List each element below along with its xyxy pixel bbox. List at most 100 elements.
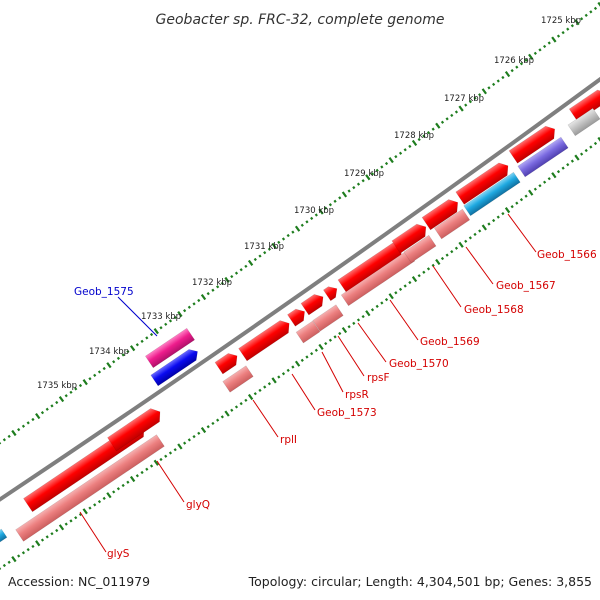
minor-tick xyxy=(216,418,220,422)
minor-tick xyxy=(121,483,125,488)
minor-tick xyxy=(338,196,342,200)
minor-tick xyxy=(510,68,514,73)
gene-label-rpli[interactable]: rplI xyxy=(280,434,297,446)
gene-geob-1567-pink-arrow[interactable] xyxy=(433,208,471,240)
gene-label-geob-1575[interactable]: Geob_1575 xyxy=(74,286,134,298)
minor-tick xyxy=(26,421,30,425)
minor-tick xyxy=(50,532,54,536)
minor-tick xyxy=(431,127,435,131)
gene-rpsf-arrow[interactable] xyxy=(300,291,327,316)
minor-tick xyxy=(64,522,68,526)
gene-label-geob-1568[interactable]: Geob_1568 xyxy=(464,304,524,316)
gene-label-geob-1570[interactable]: Geob_1570 xyxy=(389,358,449,370)
gene-label-rpsr[interactable]: rpsR xyxy=(345,389,369,401)
minor-tick xyxy=(206,292,210,296)
gene-glys-pink-arrow[interactable] xyxy=(15,434,165,542)
minor-tick xyxy=(88,506,92,510)
minor-tick xyxy=(426,130,431,135)
gene-geob-1566-arrow[interactable] xyxy=(455,160,512,205)
gene-rpli-pink-arrow[interactable] xyxy=(222,365,254,393)
minor-tick xyxy=(384,161,389,166)
gene-cyan-arrow[interactable] xyxy=(463,171,521,217)
minor-tick xyxy=(580,17,584,21)
minor-tick xyxy=(45,407,49,411)
gene-geob-1573-pink-arrow[interactable] xyxy=(295,320,321,344)
minor-tick xyxy=(78,383,83,388)
minor-tick xyxy=(116,356,121,360)
minor-tick xyxy=(347,325,351,329)
minor-tick xyxy=(543,180,547,184)
minor-tick xyxy=(310,216,314,221)
gene-label-geob-1569[interactable]: Geob_1569 xyxy=(420,336,480,348)
gene-purple-arrow[interactable] xyxy=(517,136,569,178)
minor-tick xyxy=(524,194,528,198)
minor-tick xyxy=(173,448,177,452)
gene-cyan-edge-arrow[interactable] xyxy=(0,528,8,544)
gene-label-geob-1573[interactable]: Geob_1573 xyxy=(317,407,377,419)
gene-rpsr-arrow[interactable] xyxy=(287,306,308,327)
gene-red-edge-arrow[interactable] xyxy=(508,123,559,164)
minor-tick xyxy=(74,516,78,520)
major-tick xyxy=(58,524,65,531)
minor-tick xyxy=(281,237,286,241)
gene-label-glys[interactable]: glyS xyxy=(107,548,130,560)
major-tick xyxy=(129,345,136,352)
gene-rpsf-pink-arrow[interactable] xyxy=(312,304,344,332)
gene-grey-arrow[interactable] xyxy=(567,107,600,137)
minor-tick xyxy=(211,288,215,292)
minor-tick xyxy=(324,206,328,210)
minor-tick xyxy=(473,96,477,100)
minor-tick xyxy=(533,51,537,55)
major-tick xyxy=(458,105,464,112)
gene-label-glyq[interactable]: glyQ xyxy=(186,499,210,511)
gene-geob-1568-pink-arrow[interactable] xyxy=(403,234,437,264)
gene-label-geob-1567[interactable]: Geob_1567 xyxy=(496,280,556,292)
gene-geob-1569-pink-arrow[interactable] xyxy=(340,249,416,307)
minor-tick xyxy=(78,512,83,517)
minor-tick xyxy=(450,113,454,118)
major-tick xyxy=(106,362,112,369)
leader-line xyxy=(291,373,316,411)
minor-tick xyxy=(7,434,11,439)
minor-tick xyxy=(501,75,505,80)
minor-tick xyxy=(361,179,365,183)
minor-tick xyxy=(183,309,187,313)
minor-tick xyxy=(206,425,210,429)
major-tick xyxy=(388,293,394,300)
minor-tick xyxy=(244,264,248,268)
genome-summary-text: Topology: circular; Length: 4,304,501 bp… xyxy=(248,574,592,589)
gene-rpli-arrow[interactable] xyxy=(214,350,241,375)
minor-tick xyxy=(88,377,92,381)
minor-tick xyxy=(93,503,97,507)
minor-tick xyxy=(159,457,163,462)
major-tick xyxy=(153,328,159,335)
major-tick xyxy=(365,174,371,181)
minor-tick xyxy=(244,398,248,402)
minor-tick xyxy=(31,417,35,422)
major-tick xyxy=(11,556,17,563)
minor-tick xyxy=(197,431,201,435)
minor-tick xyxy=(314,213,318,217)
gene-red-edge2-arrow[interactable] xyxy=(568,87,600,122)
gene-glyq-arrow[interactable] xyxy=(107,405,164,452)
gene-label-rpsf[interactable]: rpsF xyxy=(367,372,390,384)
gene-geob-1568-arrow[interactable] xyxy=(391,221,430,254)
minor-tick xyxy=(492,218,496,223)
major-tick xyxy=(551,36,557,43)
minor-tick xyxy=(40,411,45,415)
gene-label-geob-1566[interactable]: Geob_1566 xyxy=(537,249,597,261)
minor-tick xyxy=(440,256,445,261)
gene-geob-1575-top-arrow[interactable] xyxy=(145,327,195,369)
gene-geob-1570-small-arrow[interactable] xyxy=(323,283,340,302)
minor-tick xyxy=(352,185,356,190)
minor-tick xyxy=(286,368,290,372)
gene-geob-1567-arrow[interactable] xyxy=(421,196,462,231)
gene-geob-1573-arrow[interactable] xyxy=(238,317,294,362)
major-tick xyxy=(504,207,511,214)
major-tick xyxy=(365,310,371,317)
leader-line xyxy=(357,322,387,363)
minor-tick xyxy=(347,189,351,193)
forward-strand-genes xyxy=(23,87,600,513)
gene-geob-1575-blue-arrow[interactable] xyxy=(150,346,201,387)
minor-tick xyxy=(394,155,398,159)
